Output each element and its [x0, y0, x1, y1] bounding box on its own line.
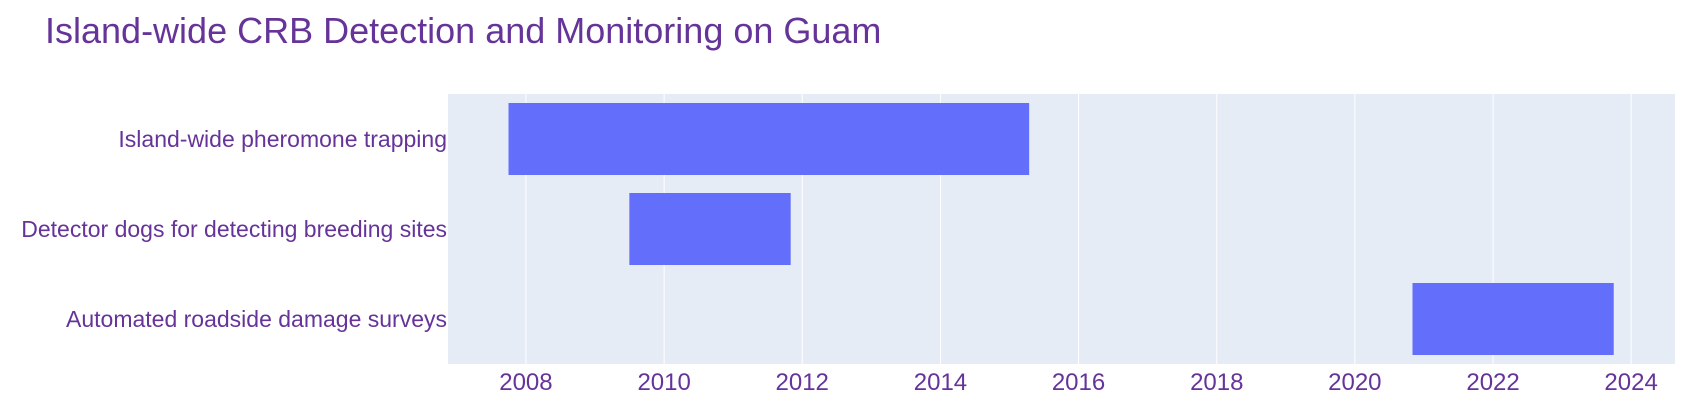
y-axis-categories: Island-wide pheromone trapping Detector d…	[21, 126, 447, 332]
y-category-label: Detector dogs for detecting breeding sit…	[21, 216, 447, 242]
x-tick-label: 2012	[776, 369, 829, 396]
x-tick-label: 2016	[1052, 369, 1105, 396]
x-tick-label: 2020	[1328, 369, 1381, 396]
x-tick-label: 2024	[1604, 369, 1657, 396]
y-category-label: Island-wide pheromone trapping	[118, 126, 447, 152]
x-tick-label: 2018	[1190, 369, 1243, 396]
x-tick-label: 2008	[499, 369, 552, 396]
gantt-bar	[508, 103, 1030, 175]
gantt-bar	[629, 193, 791, 265]
x-tick-label: 2010	[637, 369, 690, 396]
gantt-bar	[1412, 283, 1614, 355]
y-category-label: Automated roadside damage surveys	[66, 306, 447, 332]
bars	[508, 103, 1614, 355]
chart-title: Island-wide CRB Detection and Monitoring…	[45, 10, 882, 51]
x-tick-label: 2022	[1466, 369, 1519, 396]
x-axis-ticks: 2008 2010 2012 2014 2016 2018 2020 2022 2024	[499, 369, 1658, 396]
x-tick-label: 2014	[914, 369, 967, 396]
